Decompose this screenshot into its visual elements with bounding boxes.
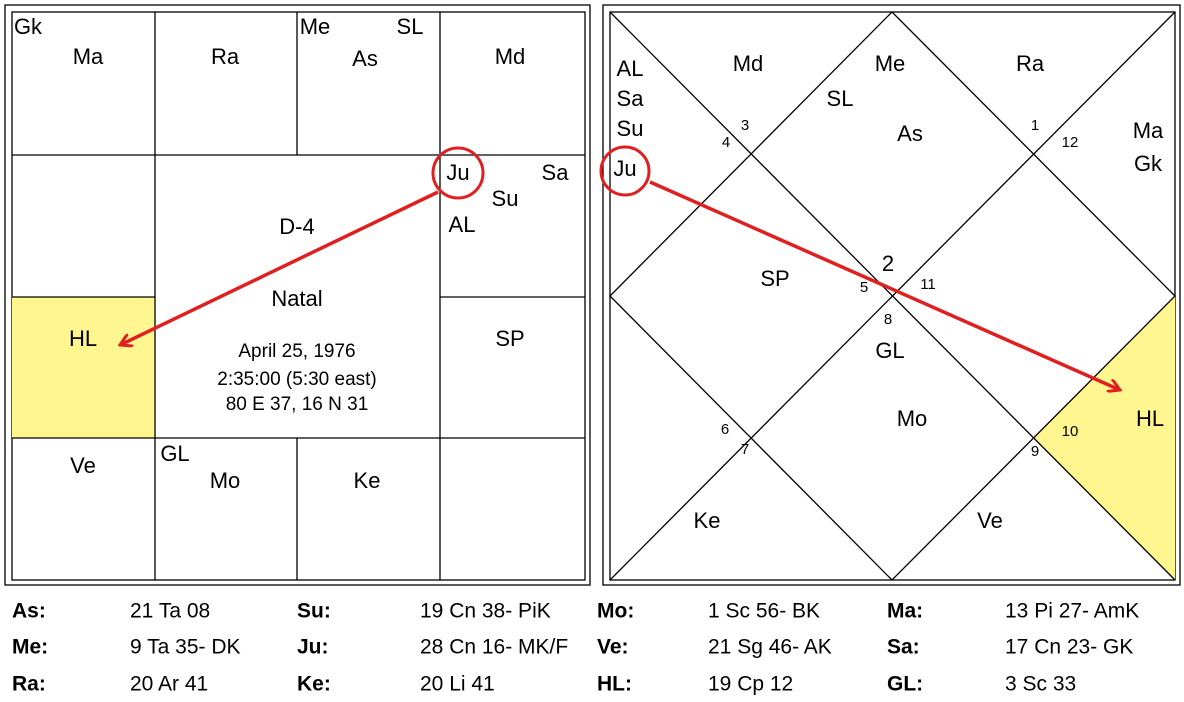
chart-info: 80 E 37, 16 N 31 — [226, 394, 369, 415]
position-label: Mo: — [597, 600, 634, 623]
position-value: 28 Cn 16- MK/F — [420, 636, 568, 659]
planet-label: Ra — [211, 44, 240, 69]
planet-label: SP — [495, 326, 524, 351]
house-number: 6 — [721, 421, 729, 438]
planet-label: SL — [397, 14, 424, 39]
arrow — [120, 190, 439, 345]
chart-info: April 25, 1976 — [238, 341, 355, 362]
position-value: 20 Li 41 — [420, 673, 495, 696]
house-number: 4 — [722, 134, 730, 151]
grid — [12, 12, 585, 580]
house-number: 9 — [1031, 443, 1039, 460]
planet-label: GL — [160, 441, 189, 466]
position-value: 21 Ta 08 — [130, 600, 210, 623]
house-number: 10 — [1062, 423, 1079, 440]
planet-label: Me — [875, 51, 906, 76]
house-number: 8 — [884, 311, 892, 328]
planet-label: Ke — [694, 508, 721, 533]
position-label: Me: — [12, 636, 48, 659]
planet-label: Ma — [73, 44, 104, 69]
planet-label: HL — [1136, 406, 1164, 431]
position-value: 19 Cp 12 — [708, 673, 793, 696]
house-number: 3 — [741, 117, 749, 134]
highlight-circle — [599, 145, 651, 197]
planet-label: Mo — [897, 406, 928, 431]
position-value: 21 Sg 46- AK — [708, 636, 832, 659]
planet-label: Md — [495, 44, 526, 69]
house-number: 5 — [860, 279, 868, 296]
planet-label: Gk — [1134, 151, 1163, 176]
house-number: 1 — [1031, 117, 1039, 134]
north-chart — [602, 4, 1181, 586]
planet-label: Ke — [354, 468, 381, 493]
highlight-circle — [431, 146, 485, 200]
planet-label: Ve — [977, 508, 1003, 533]
position-value: 19 Cn 38- PiK — [420, 600, 551, 623]
house-number: 11 — [920, 276, 936, 293]
planet-label: SL — [827, 86, 854, 111]
position-label: Ke: — [297, 673, 331, 696]
planet-label: Ra — [1016, 51, 1045, 76]
frame — [4, 4, 591, 586]
planet-label: As — [352, 46, 378, 71]
chart-info: Natal — [271, 286, 322, 311]
planet-label: Md — [733, 51, 764, 76]
planet-label: Gk — [14, 14, 43, 39]
house-number: 7 — [741, 441, 749, 458]
planet-label: 2 — [882, 251, 894, 276]
position-label: HL: — [597, 673, 632, 696]
position-value: 17 Cn 23- GK — [1005, 636, 1133, 659]
planet-label: Ve — [70, 453, 96, 478]
highlight-cell — [12, 297, 155, 438]
planet-label: GL — [875, 338, 904, 363]
position-value: 13 Pi 27- AmK — [1005, 600, 1139, 623]
chart-info: 2:35:00 (5:30 east) — [217, 369, 377, 390]
planet-label: Su — [492, 186, 519, 211]
position-label: Sa: — [887, 636, 920, 659]
planet-label: As — [897, 121, 923, 146]
position-label: As: — [12, 600, 46, 623]
planet-label: Mo — [210, 468, 241, 493]
planet-label: SP — [760, 266, 789, 291]
planet-label: Su — [617, 116, 644, 141]
grid — [609, 11, 1176, 581]
planet-label: AL — [617, 56, 644, 81]
position-value: 3 Sc 33 — [1005, 673, 1076, 696]
planet-label: Ju — [613, 156, 636, 181]
planet-label: Sa — [617, 86, 645, 111]
planet-label: AL — [449, 212, 476, 237]
position-value: 20 Ar 41 — [130, 673, 208, 696]
position-label: Su: — [297, 600, 331, 623]
planet-label: Ma — [1133, 118, 1164, 143]
planet-label: Ju — [446, 160, 469, 185]
house-number: 12 — [1062, 134, 1079, 151]
south-chart — [4, 4, 591, 586]
planet-label: HL — [69, 326, 97, 351]
position-value: 1 Sc 56- BK — [708, 600, 820, 623]
position-label: Ve: — [597, 636, 629, 659]
position-label: Ma: — [887, 600, 923, 623]
chart-info: D-4 — [279, 214, 314, 239]
planet-label: Me — [300, 14, 331, 39]
position-value: 9 Ta 35- DK — [130, 636, 241, 659]
position-label: Ra: — [12, 673, 46, 696]
frame — [602, 4, 1181, 586]
arrow — [649, 180, 1120, 390]
frame — [11, 11, 586, 581]
highlight-house — [1033, 296, 1175, 580]
position-label: GL: — [887, 673, 923, 696]
planet-label: Sa — [542, 160, 570, 185]
position-label: Ju: — [297, 636, 329, 659]
